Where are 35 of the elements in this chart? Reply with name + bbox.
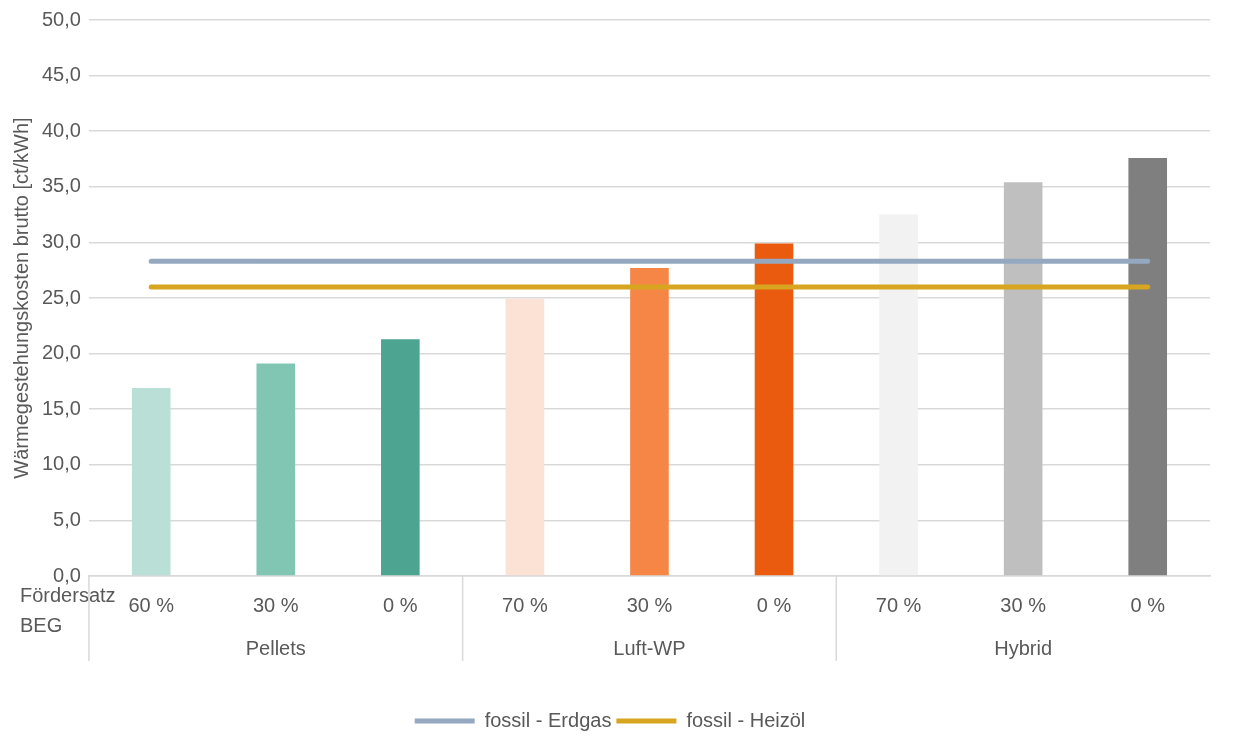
y-tick-label: 10,0	[41, 452, 81, 475]
x-tick-label: 0 %	[383, 593, 418, 616]
x-tick-label: 70 %	[502, 593, 548, 616]
x-tick-label: 60 %	[128, 593, 175, 616]
text: Luft-WP	[613, 636, 686, 659]
legend-label: fossil - Erdgas	[484, 708, 612, 731]
text: Hybrid	[994, 636, 1053, 659]
x-tick-label: 30 %	[1000, 593, 1047, 616]
bar	[754, 243, 794, 576]
bar	[256, 363, 296, 576]
y-tick-label: 35,0	[41, 174, 81, 197]
y-tick-label: 15,0	[41, 396, 81, 419]
y-tick-label: 50,0	[41, 7, 81, 30]
y-tick-label: 25,0	[41, 285, 81, 308]
y-tick-label: 20,0	[41, 341, 81, 364]
y-tick-label: 5,0	[53, 507, 81, 530]
bar	[879, 214, 918, 576]
text: Pellets	[245, 636, 306, 659]
x-tick-label: 0 %	[1130, 593, 1166, 616]
bar	[1128, 157, 1168, 576]
y-tick-label: 0,0	[53, 563, 81, 586]
legend-label: fossil - Heizöl	[686, 708, 806, 731]
y-tick-label: 40,0	[41, 118, 81, 141]
x-tick-label: 30 %	[252, 593, 299, 616]
bar	[131, 388, 171, 576]
y-tick-label: 45,0	[41, 63, 81, 86]
bar	[630, 267, 669, 576]
bar	[1003, 182, 1043, 576]
bar	[505, 299, 545, 576]
x-tick-label: 0 %	[756, 593, 792, 616]
y-axis-title: Wärmegestehungskosten brutto [ct/kWh]	[9, 117, 32, 479]
x-tick-label: 30 %	[626, 593, 673, 616]
bar	[381, 339, 420, 576]
x-tick-label: 70 %	[875, 593, 922, 616]
y-tick-label: 30,0	[41, 229, 81, 252]
